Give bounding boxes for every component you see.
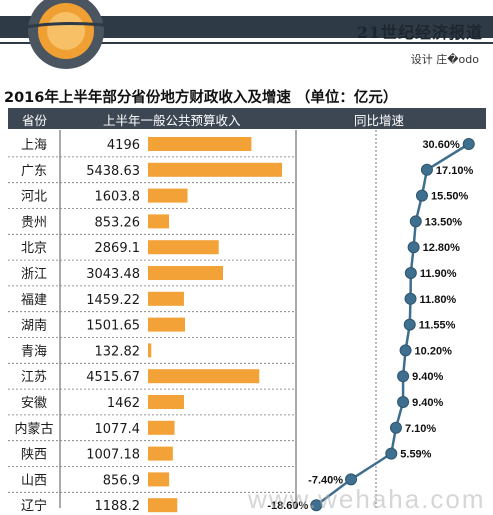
province-label: 湖南	[21, 318, 47, 334]
revenue-bar	[148, 214, 170, 229]
growth-point	[345, 473, 358, 486]
growth-value-label: 11.80%	[420, 294, 457, 306]
revenue-value-label: 4515.67	[86, 370, 140, 385]
column-header-growth: 同比增速	[354, 113, 405, 128]
header-rule	[0, 42, 493, 44]
revenue-bar	[148, 188, 188, 203]
revenue-value-label: 1077.4	[95, 422, 141, 437]
growth-value-label: 12.80%	[423, 242, 461, 254]
revenue-bar	[148, 162, 282, 177]
logo-sun-core	[47, 12, 85, 50]
growth-point	[462, 138, 475, 150]
revenue-value-label: 853.26	[95, 215, 141, 230]
province-label: 内蒙古	[14, 421, 53, 437]
province-label: 辽宁	[21, 498, 47, 514]
revenue-value-label: 856.9	[103, 473, 140, 488]
growth-point	[399, 344, 412, 357]
province-label: 青海	[21, 344, 47, 359]
revenue-bar	[148, 137, 252, 151]
province-label: 福建	[21, 293, 47, 308]
revenue-value-label: 1459.22	[86, 293, 140, 308]
growth-value-label: 11.55%	[419, 320, 456, 332]
growth-point	[420, 163, 433, 176]
revenue-bar	[148, 343, 152, 358]
column-header-revenue: 上半年一般公共预算收入	[103, 113, 241, 128]
growth-value-label: 9.40%	[412, 371, 443, 383]
revenue-bar	[148, 317, 185, 332]
growth-point	[385, 447, 398, 460]
province-label: 贵州	[21, 215, 47, 230]
revenue-bar	[148, 498, 178, 513]
province-label: 安徽	[21, 396, 47, 411]
growth-point	[404, 267, 417, 279]
growth-value-label: 13.50%	[425, 216, 463, 228]
province-label: 江苏	[21, 369, 47, 385]
growth-point	[403, 318, 416, 331]
revenue-bar	[148, 446, 173, 461]
growth-value-label: 9.40%	[412, 397, 443, 409]
header: 21世纪经济报道 设计 庄�odo	[0, 0, 493, 70]
province-label: 浙江	[21, 267, 47, 282]
revenue-bar	[148, 291, 184, 306]
province-label: 上海	[21, 138, 47, 153]
growth-value-label: 10.20%	[415, 345, 453, 357]
publication-logo	[6, 0, 146, 69]
revenue-value-label: 1462	[107, 396, 140, 411]
revenue-value-label: 4196	[107, 138, 140, 153]
province-label: 河北	[21, 190, 47, 205]
growth-value-label: 17.10%	[436, 165, 474, 177]
growth-point	[407, 241, 420, 254]
revenue-bar	[148, 395, 185, 409]
growth-value-label: 7.10%	[405, 423, 436, 435]
revenue-bar	[148, 266, 223, 280]
growth-value-label: 15.50%	[431, 191, 469, 203]
revenue-bar	[148, 369, 260, 384]
growth-point	[397, 370, 410, 383]
revenue-value-label: 1188.2	[95, 499, 141, 514]
column-header-bar: 省份 上半年一般公共预算收入 同比增速	[8, 108, 486, 129]
revenue-value-label: 5438.63	[86, 164, 140, 179]
revenue-bar	[148, 240, 219, 255]
design-credit: 设计 庄�odo	[410, 53, 479, 66]
publication-name: 21世纪经济报道	[356, 23, 483, 42]
revenue-value-label: 1501.65	[86, 319, 140, 334]
revenue-value-label: 2869.1	[95, 241, 141, 256]
revenue-value-label: 132.82	[95, 344, 141, 359]
growth-point	[310, 499, 323, 512]
revenue-value-label: 1007.18	[86, 448, 140, 463]
growth-point	[415, 189, 428, 202]
logo-orbit	[6, 22, 146, 33]
growth-value-label: 30.60%	[422, 139, 460, 151]
province-label: 北京	[21, 241, 47, 256]
header-band	[0, 16, 493, 38]
revenue-value-label: 3043.48	[86, 267, 140, 282]
growth-point	[409, 215, 422, 228]
province-label: 广东	[21, 164, 47, 179]
province-label: 陕西	[21, 448, 47, 463]
growth-point	[404, 292, 417, 305]
watermark: www.wehaha.com	[248, 484, 486, 514]
revenue-bar	[148, 472, 170, 487]
chart-title: 2016年上半年部分省份地方财政收入及增速 （单位：亿元）	[4, 90, 398, 106]
revenue-bar	[148, 420, 175, 435]
revenue-value-label: 1603.8	[95, 190, 141, 205]
growth-value-label: 11.90%	[420, 268, 457, 280]
growth-value-label: -18.60%	[267, 500, 308, 512]
growth-point	[389, 421, 402, 434]
column-header-province: 省份	[22, 113, 48, 128]
growth-point	[397, 396, 410, 408]
growth-value-label: -7.40%	[308, 474, 343, 486]
growth-value-label: 5.59%	[400, 449, 431, 461]
province-label: 山西	[21, 473, 47, 488]
